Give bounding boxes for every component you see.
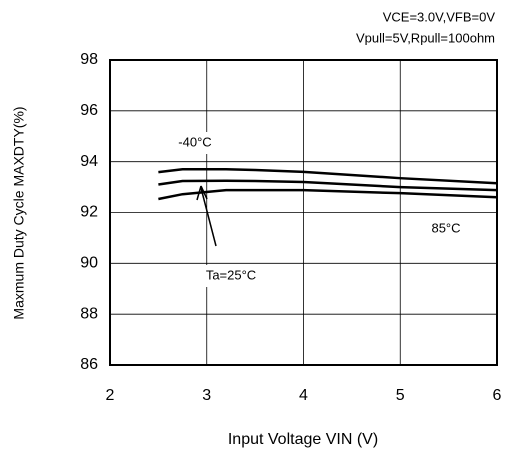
annotation-bg: [193, 265, 269, 287]
x-tick-label: 3: [202, 387, 211, 404]
series-line: [158, 188, 498, 201]
series-annotation: 85°C: [431, 220, 460, 235]
subtitle: VCE=3.0V,VFB=0V: [383, 9, 496, 24]
x-axis-label: Input Voltage VIN (V): [228, 431, 378, 448]
annotation-bg: [408, 218, 484, 240]
annotation-bg: [157, 132, 233, 154]
y-tick-label: 86: [80, 356, 98, 373]
y-tick-label: 98: [80, 51, 98, 68]
y-axis-label: Maxmum Duty Cycle MAXDTY(%): [11, 106, 27, 319]
x-tick-label: 6: [493, 387, 502, 404]
y-tick-label: 96: [80, 102, 98, 119]
y-tick-label: 94: [80, 153, 98, 170]
series-annotation: -40°C: [178, 134, 211, 149]
series-line: [158, 179, 498, 192]
series-annotation: Ta=25°C: [206, 267, 256, 282]
annotation-arrow: [200, 187, 217, 247]
y-tick-label: 90: [80, 255, 98, 272]
subtitle: Vpull=5V,Rpull=100ohm: [356, 30, 495, 45]
series-line: [158, 168, 498, 185]
x-tick-label: 2: [106, 387, 115, 404]
x-tick-label: 4: [299, 387, 308, 404]
y-tick-label: 88: [80, 305, 98, 322]
y-tick-label: 92: [80, 204, 98, 221]
x-tick-label: 5: [396, 387, 405, 404]
plot-frame: [109, 59, 498, 366]
annotation-arrowhead: [196, 185, 208, 201]
